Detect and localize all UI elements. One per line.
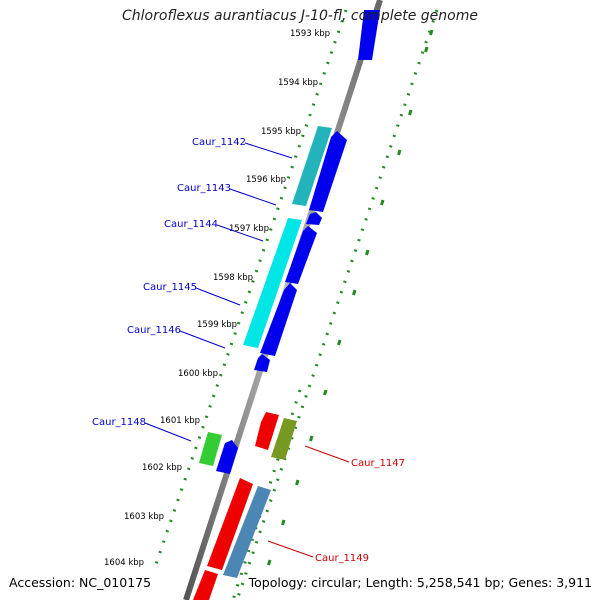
gene-feature-caur-1144[interactable] — [243, 218, 302, 348]
gene-label-caur-1147[interactable]: Caur_1147 — [351, 458, 405, 469]
scale-tick-label: 1595 kbp — [261, 127, 301, 137]
gene-label-caur-1144[interactable]: Caur_1144 — [164, 219, 218, 230]
gene-feature-red-long[interactable] — [207, 478, 253, 570]
scale-tick-label: 1600 kbp — [178, 369, 218, 379]
scale-tick-mark — [380, 199, 385, 206]
gene-feature-caur-1148[interactable] — [199, 432, 222, 466]
gene-callout-line — [304, 445, 350, 463]
accession-text: Accession: NC_010175 — [9, 575, 152, 590]
gene-label-caur-1143[interactable]: Caur_1143 — [177, 183, 231, 194]
gene-feature-caur-1143[interactable] — [306, 212, 322, 225]
gene-callout-line — [229, 188, 277, 206]
scale-tick-mark — [408, 109, 413, 116]
gene-label-caur-1148[interactable]: Caur_1148 — [92, 417, 146, 428]
gene-callout-line — [244, 142, 293, 159]
scale-tick-mark — [281, 519, 286, 526]
scale-tick-mark — [337, 339, 342, 346]
gene-callouts: Caur_1142 Caur_1143 Caur_1144 Caur_1145 Caur… — [92, 137, 405, 564]
scale-tick-label: 1603 kbp — [124, 512, 164, 522]
scale-tick-mark — [323, 389, 328, 396]
gene-feature-red-1147[interactable] — [255, 412, 279, 450]
map-title: Chloroflexus aurantiacus J-10-fl, comple… — [122, 8, 478, 24]
gene-label-caur-1149[interactable]: Caur_1149 — [315, 553, 369, 564]
scale-tick-label: 1593 kbp — [290, 29, 330, 39]
gene-feature-blue-5[interactable] — [216, 440, 238, 474]
scale-ticks: 1593 kbp 1594 kbp 1595 kbp 1596 kbp 1597 kbp… — [104, 29, 434, 568]
scale-tick-mark — [397, 149, 402, 156]
gene-callout-line — [267, 540, 314, 558]
gene-feature-caur-1149[interactable] — [223, 486, 271, 578]
scale-tick-label: 1597 kbp — [229, 224, 269, 234]
gene-feature-blue-4[interactable] — [254, 354, 270, 372]
scale-tick-label: 1604 kbp — [104, 558, 144, 568]
gene-feature-caur-1147[interactable] — [271, 418, 297, 460]
scale-tick-label: 1601 kbp — [160, 416, 200, 426]
genome-summary-text: Topology: circular; Length: 5,258,541 bp… — [248, 575, 592, 590]
scale-tick-mark — [429, 29, 434, 36]
scale-tick-mark — [309, 435, 314, 442]
scale-tick-label: 1602 kbp — [142, 463, 182, 473]
gene-feature-caur-1142[interactable] — [292, 126, 332, 206]
scale-tick-mark — [424, 46, 429, 53]
gene-feature-blue-1[interactable] — [309, 131, 347, 212]
scale-tick-mark — [365, 249, 370, 256]
gene-callout-line — [144, 422, 192, 442]
gene-label-caur-1146[interactable]: Caur_1146 — [127, 325, 181, 336]
scale-tick-label: 1598 kbp — [213, 273, 253, 283]
gene-label-caur-1142[interactable]: Caur_1142 — [192, 137, 246, 148]
gene-callout-line — [179, 330, 226, 349]
scale-tick-mark — [267, 559, 272, 566]
gene-label-caur-1145[interactable]: Caur_1145 — [143, 282, 197, 293]
gene-features — [193, 10, 380, 600]
gene-feature-blue-2[interactable] — [285, 226, 317, 284]
scale-tick-label: 1594 kbp — [278, 78, 318, 88]
scale-tick-mark — [295, 479, 300, 486]
scale-tick-mark — [352, 289, 357, 296]
gene-feature-red-bottom[interactable] — [193, 570, 218, 600]
scale-tick-label: 1599 kbp — [197, 320, 237, 330]
gene-callout-line — [216, 224, 264, 242]
gene-feature-blue-top[interactable] — [358, 10, 380, 60]
gene-callout-line — [195, 287, 241, 306]
scale-tick-label: 1596 kbp — [246, 175, 286, 185]
gene-feature-blue-3[interactable] — [260, 283, 297, 356]
